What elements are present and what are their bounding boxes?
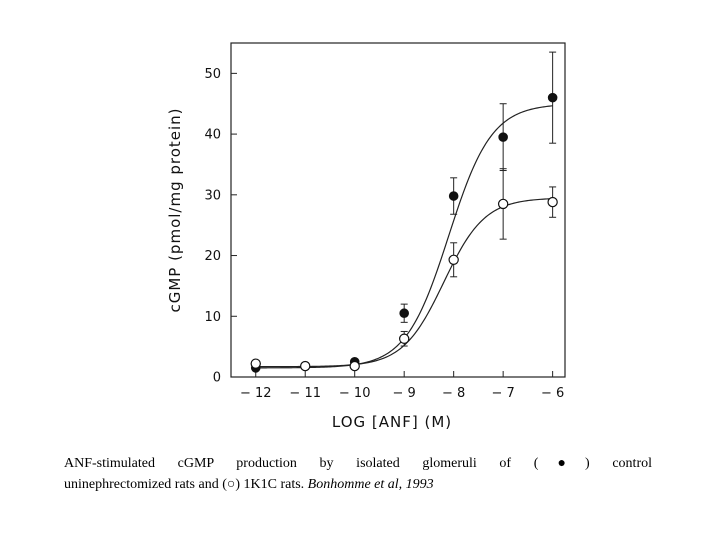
caption-text: uninephrectomized rats and (○) 1K1C rats… bbox=[64, 477, 308, 492]
filled-data-point bbox=[547, 92, 558, 103]
open-data-point bbox=[448, 254, 459, 265]
caption-citation: Bonhomme et al, 1993 bbox=[307, 477, 434, 492]
data-points bbox=[250, 92, 558, 373]
open-data-point bbox=[349, 360, 360, 372]
x-tick-label: − 6 bbox=[541, 386, 564, 401]
fit-curves bbox=[255, 105, 553, 369]
y-tick-label: 10 bbox=[204, 310, 221, 325]
filled-data-point bbox=[498, 132, 508, 142]
x-tick-label: − 12 bbox=[240, 386, 272, 401]
open-data-point bbox=[547, 196, 558, 208]
y-tick-label: 0 bbox=[213, 371, 221, 386]
x-tick-label: − 10 bbox=[339, 386, 371, 401]
y-tick-label: 50 bbox=[204, 67, 221, 82]
open-data-point bbox=[300, 360, 311, 372]
caption-line-1: ANF-stimulated cGMP production by isolat… bbox=[64, 456, 652, 471]
filled-data-point bbox=[399, 308, 409, 319]
plot-frame bbox=[230, 42, 566, 378]
y-tick-label: 20 bbox=[204, 249, 221, 264]
caption-line-2: uninephrectomized rats and (○) 1K1C rats… bbox=[64, 474, 652, 495]
open-data-point bbox=[398, 333, 410, 344]
filled-data-point bbox=[448, 191, 459, 201]
error-bars bbox=[400, 51, 557, 347]
fit-curve-1 bbox=[255, 105, 553, 369]
y-axis-title: cGMP (pmol/mg protein) bbox=[166, 107, 184, 312]
y-axis: 0 10 20 30 40 50 bbox=[204, 67, 237, 386]
open-data-point bbox=[250, 358, 261, 369]
y-tick-label: 40 bbox=[204, 128, 221, 143]
x-tick-label: − 7 bbox=[491, 386, 514, 401]
x-axis: − 12 − 11 − 10 − 9 − 8 − 7 − 6 bbox=[240, 371, 564, 401]
x-tick-label: − 9 bbox=[393, 386, 416, 401]
chart-figure: 0 10 20 30 40 50 − 12 − 11 − 10 − 9 − 8 − 7 − 6 cGM… bbox=[166, 42, 566, 431]
figure-caption: ANF-stimulated cGMP production by isolat… bbox=[64, 453, 652, 495]
y-tick-label: 30 bbox=[204, 188, 221, 203]
x-tick-label: − 11 bbox=[289, 386, 321, 401]
x-axis-title: LOG [ANF] (M) bbox=[332, 413, 452, 431]
open-data-point bbox=[497, 198, 509, 210]
x-tick-label: − 8 bbox=[442, 386, 465, 401]
